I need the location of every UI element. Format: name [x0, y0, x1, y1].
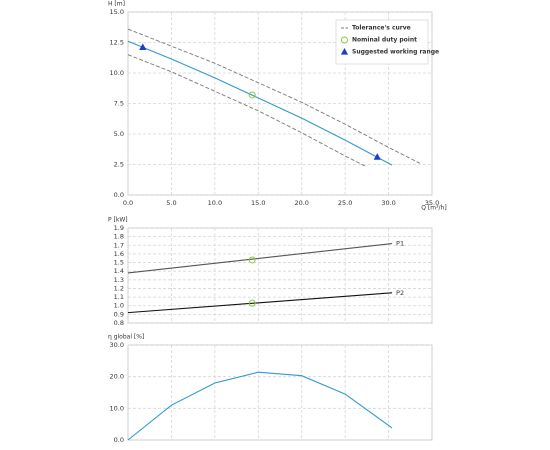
- legend-label: Nominal duty point: [352, 37, 417, 44]
- curve: [127, 54, 368, 168]
- curve: [127, 292, 393, 314]
- plot-area: [127, 344, 433, 441]
- y-tick-label: 1.1: [114, 293, 124, 301]
- x-tick-label: 25.0: [338, 199, 352, 207]
- circle-marker: [248, 91, 256, 99]
- y-tick-label: 1.5: [114, 259, 124, 267]
- legend-swatch: [341, 36, 348, 44]
- x-tick-label: 30.0: [381, 199, 395, 207]
- x-axis-label: Q [m³/h]: [421, 205, 446, 212]
- y-tick-label: 1.4: [114, 267, 124, 275]
- curve: [127, 40, 393, 166]
- x-tick-label: 0.0: [123, 199, 133, 207]
- circle-marker: [248, 256, 256, 264]
- y-tick-label: 0.9: [114, 310, 124, 318]
- y-axis-label: P [kW]: [108, 217, 128, 224]
- line-label: P2: [396, 289, 404, 297]
- line-label: P1: [396, 240, 404, 248]
- y-tick-label: 0.0: [114, 436, 124, 444]
- legend-swatch: [340, 48, 349, 55]
- y-tick-label: 0.0: [114, 191, 124, 199]
- y-tick-label: 15.0: [110, 8, 124, 16]
- y-tick-label: 1.9: [114, 224, 124, 232]
- x-tick-label: 35.0: [425, 199, 439, 207]
- y-tick-label: 1.0: [114, 302, 124, 310]
- curve: [127, 371, 393, 441]
- y-axis-label: η global [%]: [108, 334, 144, 341]
- x-tick-label: 15.0: [251, 199, 265, 207]
- y-tick-label: 5.0: [114, 130, 124, 138]
- curve: [127, 242, 393, 274]
- y-tick-label: 2.5: [114, 161, 124, 169]
- y-tick-label: 1.2: [114, 284, 124, 292]
- y-tick-label: 12.5: [110, 39, 124, 47]
- x-tick-label: 10.0: [208, 199, 222, 207]
- triangle-marker: [139, 43, 147, 50]
- y-tick-label: 7.5: [114, 100, 124, 108]
- circle-marker: [248, 299, 256, 307]
- legend-label: Tolerance's curve: [352, 25, 411, 32]
- y-tick-label: 1.8: [114, 233, 124, 241]
- legend-label: Suggested working range: [352, 49, 439, 56]
- y-tick-label: 10.0: [110, 69, 124, 77]
- y-tick-label: 0.8: [114, 319, 124, 327]
- y-tick-label: 1.7: [114, 241, 124, 249]
- y-tick-label: 30.0: [110, 341, 124, 349]
- x-tick-label: 5.0: [166, 199, 176, 207]
- y-tick-label: 10.0: [110, 404, 124, 412]
- y-tick-label: 20.0: [110, 373, 124, 381]
- x-tick-label: 20.0: [294, 199, 308, 207]
- y-tick-label: 1.6: [114, 250, 124, 258]
- curve: [127, 28, 421, 164]
- legend-box: [335, 19, 429, 65]
- triangle-marker: [373, 153, 381, 160]
- y-tick-label: 1.3: [114, 276, 124, 284]
- y-axis-label: H [m]: [108, 1, 125, 8]
- legend: Tolerance's curve Nominal duty point Sugge…: [335, 19, 439, 65]
